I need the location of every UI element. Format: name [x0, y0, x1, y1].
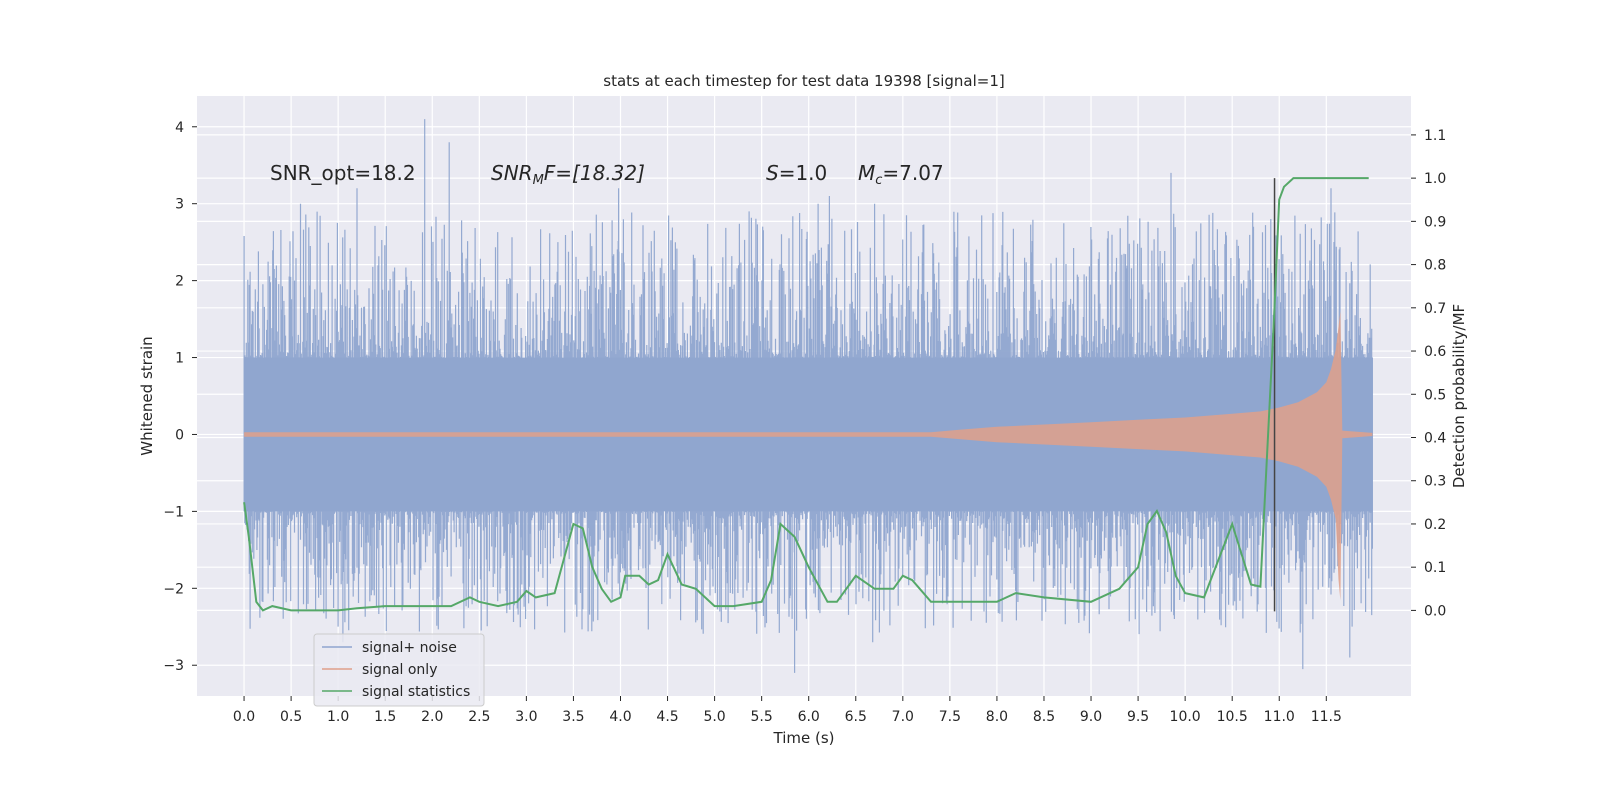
legend-label-signal-only: signal only [362, 662, 437, 678]
x-tick-label: 3.0 [515, 709, 537, 725]
x-tick-label: 5.5 [751, 709, 773, 725]
y-tick-label-left: −3 [163, 658, 184, 674]
x-tick-label: 1.0 [327, 709, 349, 725]
y-tick-label-right: 0.6 [1424, 344, 1446, 360]
y-tick-label-left: 1 [175, 351, 184, 367]
x-tick-label: 11.5 [1311, 709, 1342, 725]
x-tick-label: 0.5 [280, 709, 302, 725]
legend-box [313, 633, 485, 707]
x-tick-label: 4.5 [656, 709, 678, 725]
y-tick-label-left: 3 [175, 197, 184, 213]
x-tick-label: 2.0 [421, 709, 443, 725]
axes: 0.0 0.5 1.0 1.5 2.0 2.5 3.0 3.5 4.0 4.5 5.0 5.5 6.0 6… [163, 120, 1446, 725]
y-tick-label-left: −2 [163, 581, 184, 597]
x-tick-label: 8.0 [986, 709, 1008, 725]
signal-statistics-line [243, 177, 1369, 612]
y-tick-label-right: 0.9 [1424, 214, 1446, 230]
y-tick-label-right: 0.7 [1424, 301, 1446, 317]
x-axis-label: Time (s) [773, 729, 835, 747]
chart-title: stats at each timestep for test data 193… [603, 72, 1004, 90]
x-tick-label: 0.0 [233, 709, 255, 725]
y-tick-label-left: 4 [175, 120, 184, 136]
x-tick-label: 10.5 [1217, 709, 1248, 725]
x-tick-label: 3.5 [562, 709, 584, 725]
y-tick-label-right: 0.4 [1424, 430, 1446, 446]
x-tick-label: 4.0 [609, 709, 631, 725]
x-tick-label: 6.0 [798, 709, 820, 725]
y-axis-label-left: Whitened strain [138, 336, 156, 455]
y-tick-label-left: 0 [175, 427, 184, 443]
y-tick-label-left: −1 [163, 504, 184, 520]
y-axis-label-right: Detection probability/MF [1450, 304, 1468, 488]
annotations: SNR_opt=18.2 SNRMF=[18.32] S=1.0 Mc=7.07 [270, 161, 944, 188]
x-tick-label: 8.5 [1033, 709, 1055, 725]
x-tick-label: 11.0 [1264, 709, 1295, 725]
x-tick-label: 2.5 [468, 709, 490, 725]
x-tick-label: 1.5 [374, 709, 396, 725]
x-tick-label: 10.0 [1170, 709, 1201, 725]
x-tick-label: 7.0 [892, 709, 914, 725]
x-tick-label: 5.0 [703, 709, 725, 725]
legend-label-signal-noise: signal+ noise [362, 640, 457, 656]
mc-annotation: Mc=7.07 [858, 161, 944, 188]
y-tick-label-right: 0.0 [1424, 603, 1446, 619]
y-tick-label-right: 1.0 [1424, 171, 1446, 187]
x-tick-label: 7.5 [939, 709, 961, 725]
legend-label-signal-statistics: signal statistics [362, 684, 470, 700]
y-tick-label-right: 0.5 [1424, 387, 1446, 403]
y-tick-label-left: 2 [175, 274, 184, 290]
y-tick-label-right: 0.1 [1424, 560, 1446, 576]
y-tick-label-right: 1.1 [1424, 128, 1446, 144]
snr-opt-annotation: SNR_opt=18.2 [270, 161, 416, 185]
y-tick-label-right: 0.3 [1424, 474, 1446, 490]
x-tick-label: 9.5 [1127, 709, 1149, 725]
s-annotation: S=1.0 [766, 161, 827, 185]
plot-area [243, 119, 1373, 673]
y-tick-label-right: 0.8 [1424, 258, 1446, 274]
snr-mf-annotation: SNRMF=[18.32] [491, 161, 645, 188]
x-tick-label: 6.5 [845, 709, 867, 725]
x-tick-label: 9.0 [1080, 709, 1102, 725]
y-tick-label-right: 0.2 [1424, 517, 1446, 533]
legend: signal+ noise signal only signal statist… [313, 633, 485, 707]
